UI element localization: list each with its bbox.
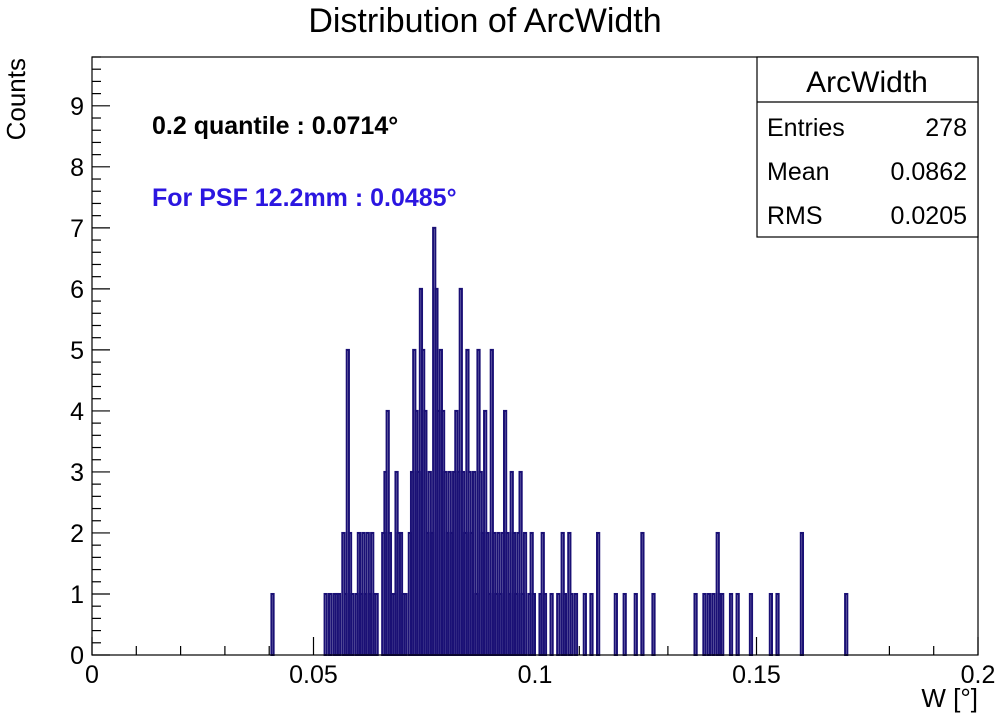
y-tick-label: 6 bbox=[70, 276, 84, 304]
y-tick-label: 9 bbox=[70, 93, 84, 121]
histogram-bar bbox=[775, 592, 780, 657]
x-tick-label: 0.2 bbox=[961, 661, 996, 689]
chart-title: Distribution of ArcWidth bbox=[308, 2, 661, 40]
quantile-annotation: 0.2 quantile : 0.0714° bbox=[152, 112, 398, 140]
histogram-bar bbox=[562, 592, 568, 657]
histogram-bar bbox=[522, 531, 528, 656]
histogram-bar bbox=[542, 592, 548, 657]
histogram-bar bbox=[350, 592, 355, 657]
y-tick-label: 7 bbox=[70, 215, 84, 243]
histogram-bar bbox=[613, 592, 618, 657]
histogram-bar bbox=[403, 592, 408, 657]
histogram-bar bbox=[549, 592, 554, 657]
x-axis-label: W [°] bbox=[921, 683, 978, 713]
histogram-bar bbox=[799, 531, 805, 656]
x-tick-label: 0.15 bbox=[732, 661, 781, 689]
stats-rms-value: 0.0205 bbox=[891, 202, 967, 230]
histogram-bar bbox=[748, 592, 754, 657]
stats-box-frame bbox=[756, 56, 979, 238]
stats-mean-label: Mean bbox=[767, 158, 830, 186]
histogram-bar bbox=[768, 592, 774, 657]
histogram-bar bbox=[651, 592, 656, 657]
histogram-bar bbox=[640, 531, 645, 656]
histogram-bar bbox=[622, 592, 627, 657]
histogram-bar bbox=[336, 592, 342, 657]
histogram-series bbox=[270, 226, 849, 657]
plot-frame bbox=[91, 56, 979, 656]
histogram-bar bbox=[328, 592, 333, 657]
histogram-bar bbox=[706, 592, 711, 657]
histogram-bar bbox=[374, 592, 379, 657]
histogram-bar bbox=[728, 592, 734, 657]
x-tick-label: 0.1 bbox=[518, 661, 553, 689]
y-tick-label: 4 bbox=[70, 398, 84, 426]
histogram-bar bbox=[556, 592, 561, 657]
y-tick-label: 2 bbox=[70, 520, 84, 548]
tick-labels: 0 0.05 0.1 0.15 0.2 0 1 2 3 4 5 6 7 8 9 bbox=[70, 93, 995, 689]
stats-box: ArcWidth Entries 278 Mean 0.0862 RMS 0.0… bbox=[756, 56, 979, 238]
y-tick-label: 5 bbox=[70, 337, 84, 365]
histogram-bar bbox=[735, 592, 740, 657]
histogram-bar bbox=[569, 592, 574, 657]
y-tick-label: 1 bbox=[70, 581, 84, 609]
histogram-bar bbox=[270, 592, 275, 657]
stats-entries-value: 278 bbox=[925, 114, 967, 142]
histogram-bar bbox=[596, 531, 601, 656]
histogram-bar bbox=[589, 592, 594, 657]
histogram-bar bbox=[702, 592, 707, 657]
histogram-bar bbox=[531, 592, 536, 657]
stats-box-title: ArcWidth bbox=[806, 66, 928, 99]
histogram-bar bbox=[323, 592, 328, 657]
y-tick-label: 8 bbox=[70, 154, 84, 182]
histogram-bar bbox=[844, 592, 849, 657]
stats-rms-label: RMS bbox=[767, 202, 823, 230]
psf-annotation: For PSF 12.2mm : 0.0485° bbox=[152, 184, 457, 212]
x-tick-label: 0 bbox=[85, 661, 99, 689]
y-tick-label: 0 bbox=[70, 642, 84, 670]
histogram-bar bbox=[693, 592, 698, 657]
stats-entries-label: Entries bbox=[767, 114, 845, 142]
histogram-bar bbox=[633, 592, 638, 657]
histogram-bar bbox=[720, 592, 725, 657]
histogram-bar bbox=[711, 592, 716, 657]
histogram-bar bbox=[573, 592, 579, 657]
histogram-bar bbox=[582, 592, 587, 657]
x-tick-label: 0.05 bbox=[289, 661, 338, 689]
y-tick-label: 3 bbox=[70, 459, 84, 487]
y-axis-label: Counts bbox=[1, 58, 31, 140]
stats-mean-value: 0.0862 bbox=[891, 158, 967, 186]
